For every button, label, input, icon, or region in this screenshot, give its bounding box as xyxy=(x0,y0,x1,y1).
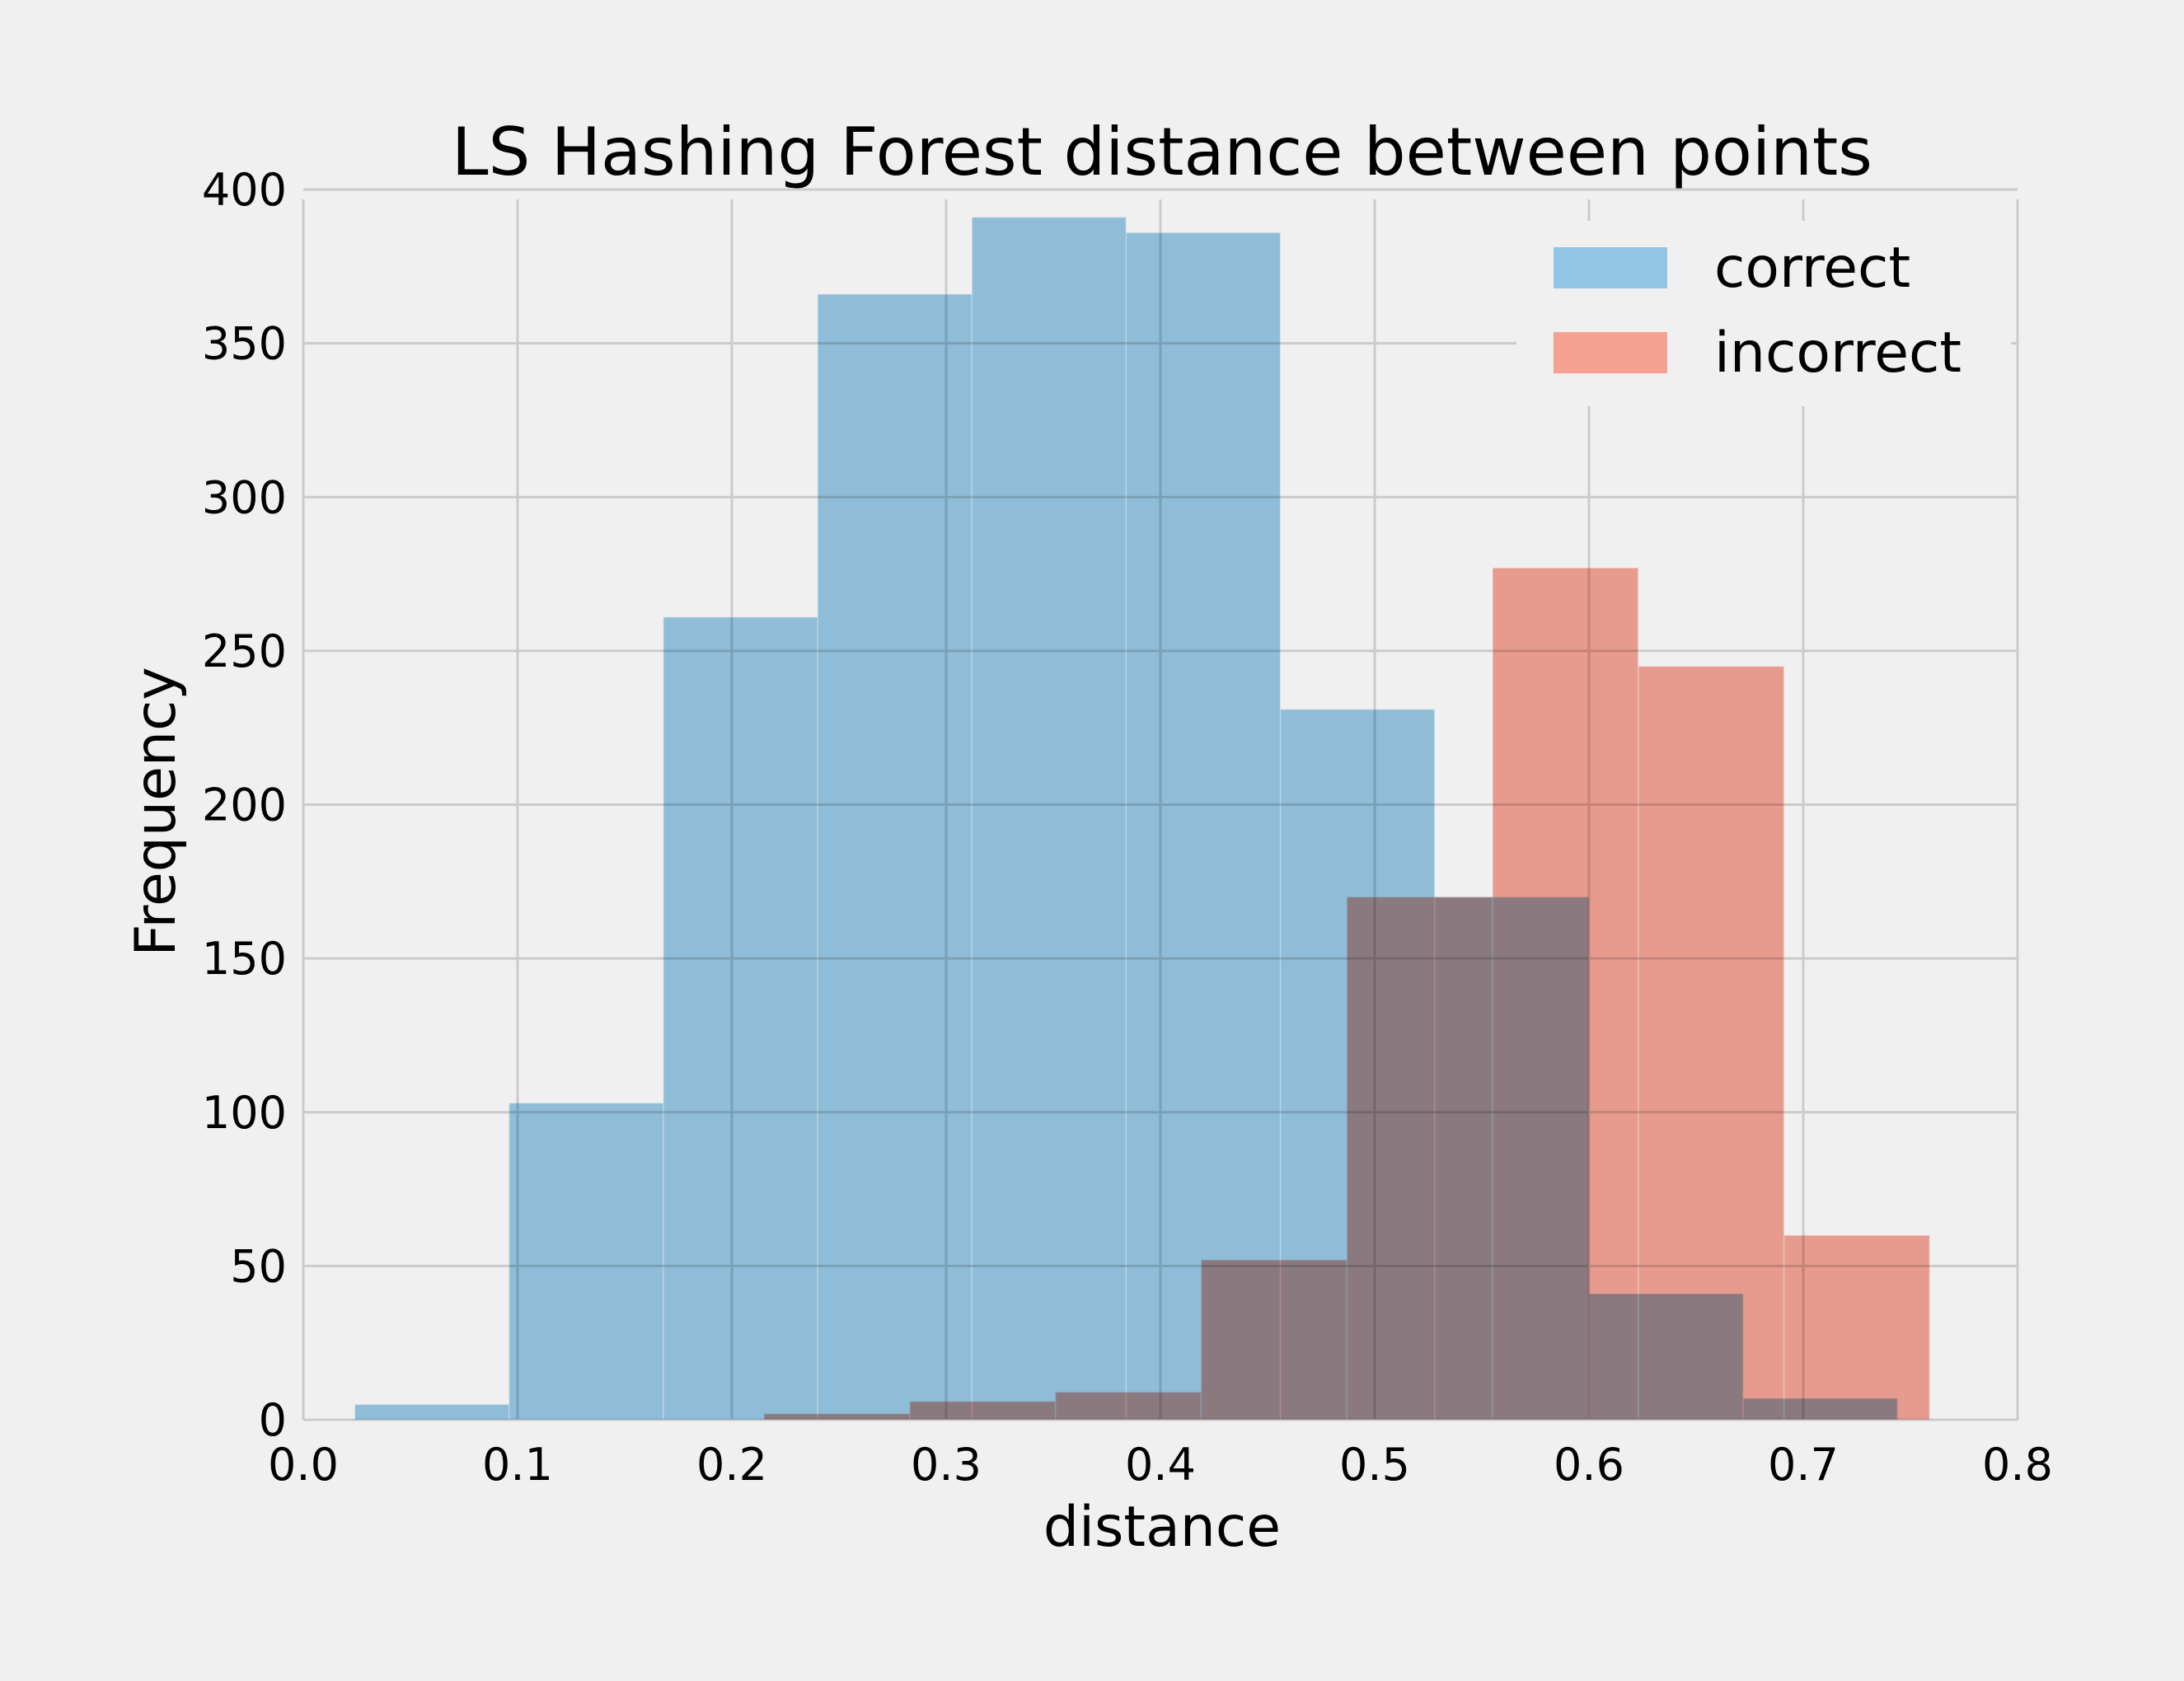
y-tick-label: 300 xyxy=(202,471,287,523)
legend-label-correct: correct xyxy=(1714,236,1910,301)
x-axis-label: distance xyxy=(1043,1495,1281,1560)
bar-correct xyxy=(971,216,1127,1421)
bar-incorrect xyxy=(1054,1391,1202,1421)
legend-swatch-correct xyxy=(1554,247,1667,288)
legend-label-incorrect: incorrect xyxy=(1714,321,1961,386)
x-tick-label: 0.6 xyxy=(1554,1439,1624,1491)
x-tick-label: 0.8 xyxy=(1982,1439,2053,1491)
y-tick-label: 150 xyxy=(202,933,287,985)
x-tick-label: 0.0 xyxy=(268,1439,339,1491)
bar-incorrect xyxy=(1638,665,1785,1421)
bar-correct xyxy=(1125,232,1282,1421)
y-tick-label: 350 xyxy=(202,318,287,370)
bar-incorrect xyxy=(909,1400,1057,1421)
bar-incorrect xyxy=(1200,1259,1347,1421)
x-tick-label: 0.3 xyxy=(911,1439,982,1491)
bar-correct xyxy=(354,1403,510,1421)
x-tick-label: 0.7 xyxy=(1768,1439,1839,1491)
x-tick-label: 0.4 xyxy=(1125,1439,1196,1491)
x-tick-label: 0.1 xyxy=(482,1439,553,1491)
x-tick-label: 0.2 xyxy=(696,1439,767,1491)
y-tick-label: 100 xyxy=(202,1087,287,1139)
y-tick-label: 250 xyxy=(202,625,287,677)
bar-correct xyxy=(508,1102,664,1421)
y-tick-label: 400 xyxy=(202,164,287,216)
y-tick-label: 50 xyxy=(230,1240,287,1292)
bar-correct xyxy=(663,616,818,1421)
histogram-bars xyxy=(354,216,1931,1421)
y-tick-label: 0 xyxy=(259,1394,287,1446)
axis-ticks: 0.0 0.1 0.2 0.3 0.4 0.5 0.6 0.7 0.8 0 50 100 150 200 2… xyxy=(202,164,2053,1491)
bar-incorrect xyxy=(763,1412,911,1421)
bar-incorrect xyxy=(1783,1234,1931,1421)
y-axis-label: Frequency xyxy=(124,667,189,956)
bar-incorrect xyxy=(1346,896,1493,1421)
bar-correct xyxy=(817,293,972,1421)
legend-swatch-incorrect xyxy=(1554,332,1667,373)
x-tick-label: 0.5 xyxy=(1339,1439,1410,1491)
legend: correct incorrect xyxy=(1516,221,2011,406)
bar-incorrect xyxy=(1492,567,1639,1421)
chart-title: LS Hashing Forest distance between point… xyxy=(452,114,1872,190)
y-tick-label: 200 xyxy=(202,780,287,831)
